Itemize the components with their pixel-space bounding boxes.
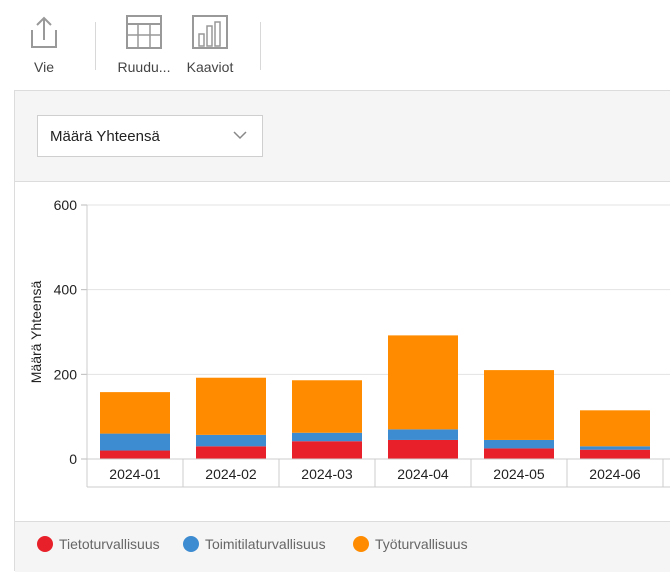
bar-segment xyxy=(100,450,170,459)
bar-segment xyxy=(388,439,458,459)
bar-segment xyxy=(580,446,650,450)
grid-view-label: Ruudu... xyxy=(117,59,171,75)
legend-marker xyxy=(183,536,199,552)
toolbar-divider xyxy=(260,22,261,70)
bar-segment xyxy=(196,434,266,447)
bar-segment xyxy=(388,335,458,430)
x-tick-label: 2024-01 xyxy=(109,466,161,482)
legend-label: Toimitilaturvallisuus xyxy=(205,536,326,552)
bar-segment xyxy=(196,377,266,435)
measure-select[interactable]: Määrä Yhteensä xyxy=(37,115,263,157)
grid-view-button[interactable]: Ruudu... xyxy=(110,14,178,75)
bar-segment xyxy=(484,448,554,459)
bar-segment xyxy=(388,429,458,440)
export-label: Vie xyxy=(34,59,54,75)
x-tick-label: 2024-05 xyxy=(493,466,545,482)
x-tick-label: 2024-02 xyxy=(205,466,257,482)
legend-item-toimitilaturvallisuus[interactable]: Toimitilaturvallisuus xyxy=(183,536,326,552)
toolbar-divider xyxy=(95,22,96,70)
chart-panel: Määrä Yhteensä 0 200 400 600 Määrä Yhteensä 2… xyxy=(14,90,670,572)
measure-select-value: Määrä Yhteensä xyxy=(50,128,160,145)
bar-segment xyxy=(100,433,170,451)
table-icon xyxy=(126,15,162,49)
stacked-bar-chart: 0 200 400 600 Määrä Yhteensä 2024-01 2024-02 20… xyxy=(28,197,670,488)
bar-segment xyxy=(484,439,554,449)
y-tick-label: 0 xyxy=(69,451,77,467)
bar-segment xyxy=(580,449,650,459)
export-icon xyxy=(31,16,57,48)
chart-area: 0 200 400 600 Määrä Yhteensä 2024-01 2024-02 20… xyxy=(15,182,670,522)
y-tick-label: 200 xyxy=(54,366,78,382)
charts-button[interactable]: Kaaviot xyxy=(180,14,240,75)
bar-segment xyxy=(484,370,554,440)
bar-segment xyxy=(292,432,362,442)
y-axis-title: Määrä Yhteensä xyxy=(28,281,44,384)
chevron-down-icon xyxy=(233,131,247,140)
legend-marker xyxy=(353,536,369,552)
chart-controls: Määrä Yhteensä xyxy=(15,91,670,182)
x-tick-label: 2024-03 xyxy=(301,466,353,482)
y-tick-label: 400 xyxy=(54,282,78,298)
export-button[interactable]: Vie xyxy=(22,14,66,75)
legend-marker xyxy=(37,536,53,552)
legend-label: Tietoturvallisuus xyxy=(59,536,160,552)
bar-segment xyxy=(292,380,362,433)
legend-label: Työturvallisuus xyxy=(375,536,468,552)
legend-item-tyoturvallisuus[interactable]: Työturvallisuus xyxy=(353,536,468,552)
y-tick-label: 600 xyxy=(54,197,78,213)
legend-item-tietoturvallisuus[interactable]: Tietoturvallisuus xyxy=(37,536,160,552)
bar-segment xyxy=(292,441,362,459)
x-tick-label: 2024-06 xyxy=(589,466,641,482)
bar-chart-icon xyxy=(192,15,228,49)
bar-segment xyxy=(580,410,650,447)
x-tick-label: 2024-04 xyxy=(397,466,449,482)
bar-segment xyxy=(196,446,266,459)
chart-legend: Tietoturvallisuus Toimitilaturvallisuus … xyxy=(15,521,670,572)
charts-label: Kaaviot xyxy=(186,59,234,75)
toolbar: Vie Ruudu... Kaaviot xyxy=(0,0,670,90)
bar-segment xyxy=(100,392,170,434)
